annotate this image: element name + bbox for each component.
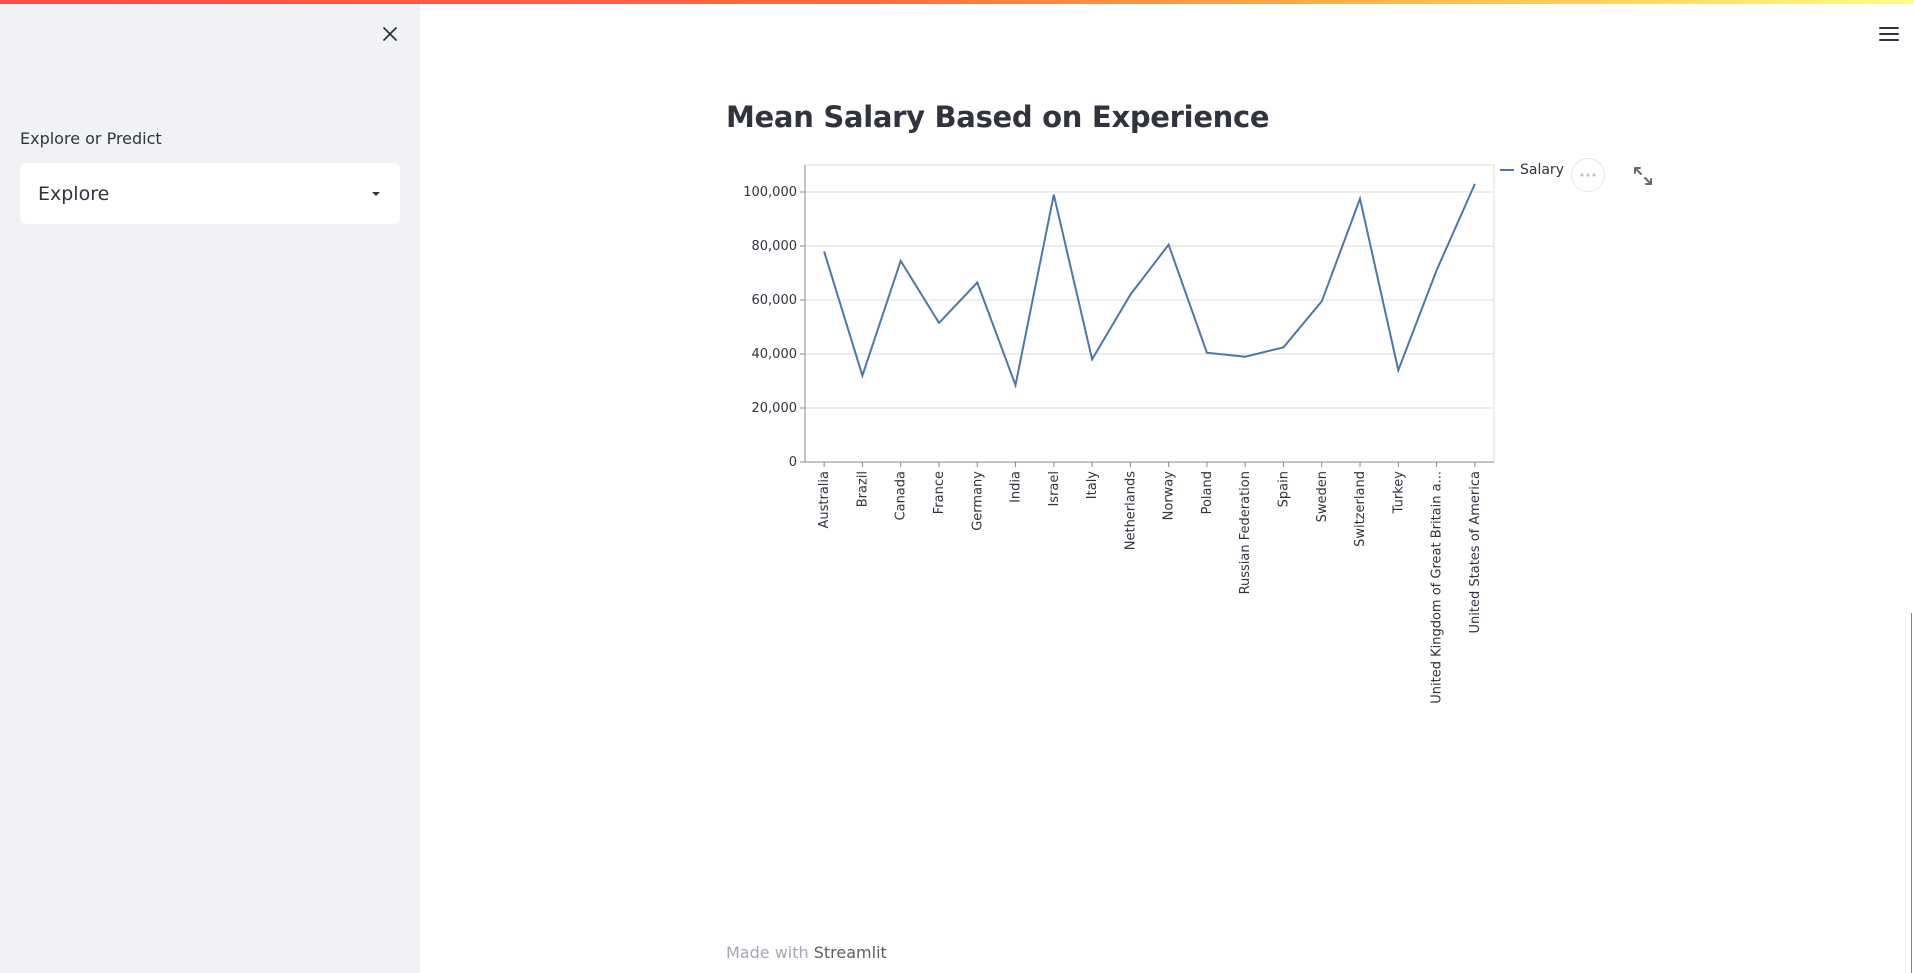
x-tick-label: Sweden <box>1315 471 1330 522</box>
close-sidebar-button[interactable] <box>378 22 402 46</box>
top-decoration-bar <box>0 0 1914 4</box>
streamlit-link[interactable]: Streamlit <box>813 943 887 962</box>
x-tick-label: Norway <box>1162 471 1177 521</box>
footer-prefix: Made with <box>726 943 814 962</box>
legend-swatch <box>1500 169 1514 171</box>
plot-frame <box>804 164 1495 463</box>
x-tick-label: France <box>932 471 947 514</box>
x-tick-label: Australia <box>817 471 832 529</box>
x-tick-label: Spain <box>1276 471 1291 507</box>
x-tick-label: Turkey <box>1391 471 1406 515</box>
x-tick-label: Russian Federation <box>1238 471 1253 594</box>
explore-predict-select[interactable]: Explore <box>20 163 400 224</box>
select-value: Explore <box>38 182 110 205</box>
hamburger-menu-icon <box>1879 27 1899 41</box>
fullscreen-button[interactable] <box>1631 164 1655 188</box>
sidebar: Explore or Predict Explore <box>0 0 420 973</box>
chart-svg: 0 20,000 40,000 60,000 80,000 100,000 Australi… <box>743 164 1495 704</box>
series-line <box>823 183 1476 389</box>
y-tick-label: 80,000 <box>752 239 798 254</box>
more-dots-icon <box>1580 173 1596 177</box>
x-tick-label: United Kingdom of Great Britain a... <box>1430 471 1445 704</box>
x-tick-label: Canada <box>894 471 909 520</box>
chevron-down-icon <box>372 191 380 196</box>
x-tick-label: Germany <box>970 471 985 531</box>
main-menu-button[interactable] <box>1876 22 1902 46</box>
x-tick-label: Netherlands <box>1123 471 1138 550</box>
chart-actions-button[interactable] <box>1571 158 1605 192</box>
select-label: Explore or Predict <box>20 129 162 148</box>
y-tick-label: 100,000 <box>743 185 797 200</box>
main-content: Mean Salary Based on Experience 0 20,000 4… <box>420 0 1914 973</box>
y-tick-label: 60,000 <box>752 293 798 308</box>
x-tick-label: Poland <box>1200 471 1215 514</box>
x-tick-label: India <box>1009 471 1024 503</box>
y-tick-label: 20,000 <box>752 401 798 416</box>
x-tick-label: United States of America <box>1468 471 1483 633</box>
x-tick-label: Switzerland <box>1353 471 1368 547</box>
expand-icon <box>1634 167 1652 185</box>
close-icon <box>383 27 397 41</box>
page-title: Mean Salary Based on Experience <box>726 100 1270 134</box>
legend-label: Salary <box>1520 162 1564 178</box>
chart-legend: Salary <box>1500 162 1564 178</box>
y-tick-label: 40,000 <box>752 347 798 362</box>
x-tick-label: Italy <box>1085 471 1100 500</box>
x-tick-label: Brazil <box>855 471 870 507</box>
footer: Made with Streamlit <box>726 943 887 962</box>
y-tick-label: 0 <box>789 455 797 470</box>
scrollbar[interactable] <box>1911 613 1912 973</box>
x-tick-label: Israel <box>1047 471 1062 507</box>
line-chart: 0 20,000 40,000 60,000 80,000 100,000 Australi… <box>726 150 1726 710</box>
